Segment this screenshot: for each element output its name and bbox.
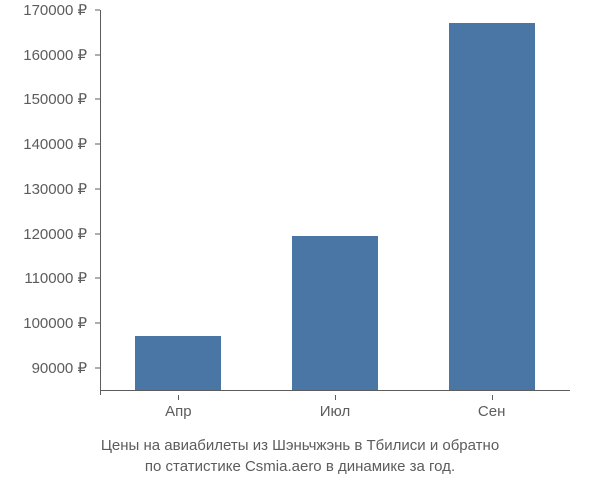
y-tick-label: 140000 ₽ (23, 135, 87, 153)
x-tick-mark (335, 395, 336, 400)
x-tick-label: Сен (478, 403, 505, 420)
y-tick-label: 130000 ₽ (23, 180, 87, 198)
caption-line-2: по статистике Csmia.aero в динамике за г… (20, 456, 580, 477)
y-tick-label: 110000 ₽ (24, 269, 87, 287)
chart-caption: Цены на авиабилеты из Шэньчжэнь в Тбилис… (0, 435, 600, 477)
y-tick-label: 100000 ₽ (23, 314, 87, 332)
y-tick-label: 150000 ₽ (23, 90, 87, 108)
y-tick-label: 90000 ₽ (32, 359, 87, 377)
y-tick-label: 120000 ₽ (23, 225, 87, 243)
y-tick-label: 160000 ₽ (23, 46, 87, 64)
y-tick-label: 170000 ₽ (23, 1, 87, 19)
plot-area (100, 10, 570, 390)
bar (292, 236, 378, 390)
x-tick-mark (178, 395, 179, 400)
x-axis: Апр Июл Сен (100, 395, 570, 425)
price-chart: 90000 ₽ 100000 ₽ 110000 ₽ 120000 ₽ 130000 ₽ 1… (0, 0, 600, 500)
x-tick-label: Июл (320, 403, 350, 420)
bar (135, 336, 221, 390)
y-axis: 90000 ₽ 100000 ₽ 110000 ₽ 120000 ₽ 130000 ₽ 1… (0, 10, 95, 390)
x-axis-line (100, 390, 570, 391)
bar (449, 23, 535, 390)
caption-line-1: Цены на авиабилеты из Шэньчжэнь в Тбилис… (20, 435, 580, 456)
x-tick-label: Апр (165, 403, 191, 420)
x-tick-mark (492, 395, 493, 400)
